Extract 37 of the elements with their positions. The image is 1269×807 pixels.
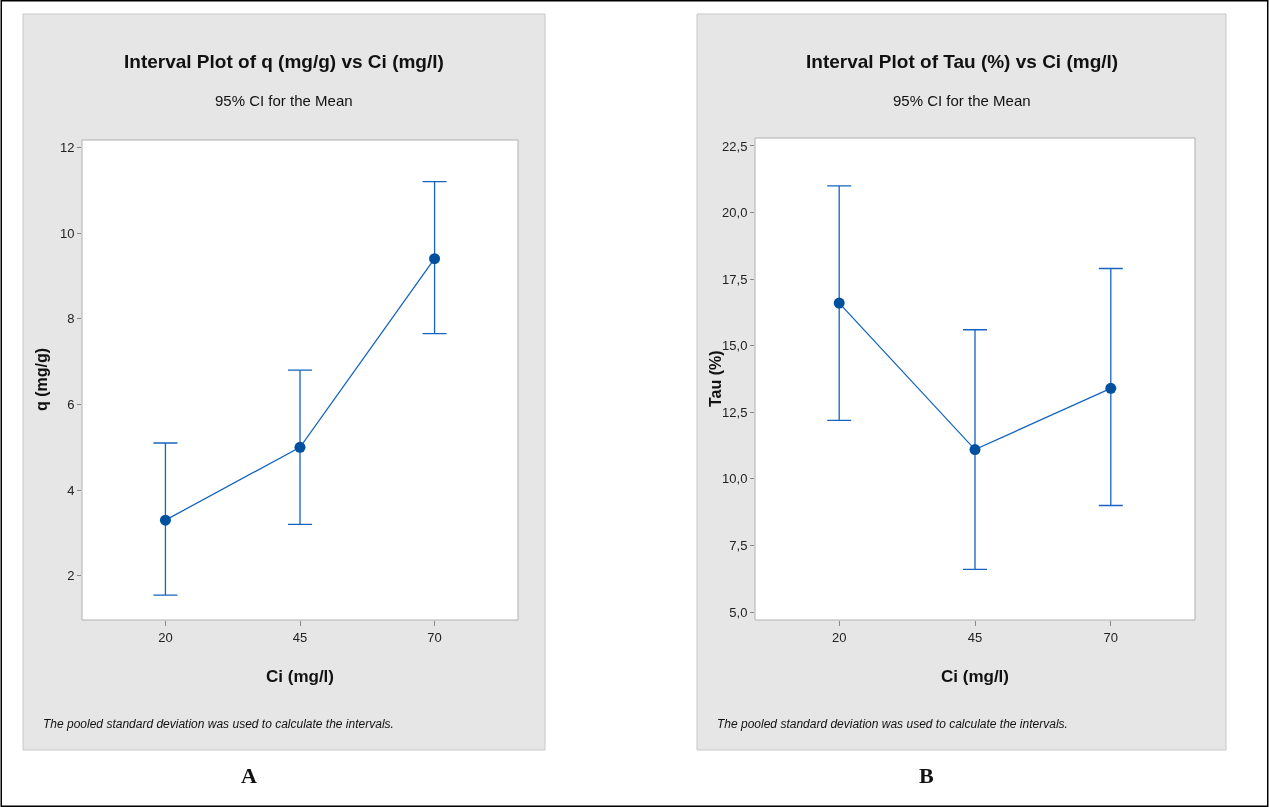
y-tick-label: 22,5 <box>722 138 748 154</box>
text: A <box>241 763 257 788</box>
point <box>159 514 171 526</box>
point <box>294 441 306 453</box>
point <box>1105 382 1117 394</box>
x-tick-label: 70 <box>1103 629 1119 645</box>
x-axis-title: Ci (mg/l) <box>941 667 1009 686</box>
x-axis-title: Ci (mg/l) <box>266 667 334 686</box>
y-tick-label: 12,5 <box>722 404 748 420</box>
point <box>969 444 981 456</box>
y-tick-label: 10 <box>59 225 75 241</box>
x-tick-label: 20 <box>158 629 173 645</box>
y-tick-label: 10,0 <box>722 471 748 487</box>
y-tick-label: 6 <box>67 396 75 412</box>
chart-title: Interval Plot of q (mg/g) vs Ci (mg/l) <box>124 51 444 72</box>
y-tick-label: 8 <box>67 311 75 327</box>
chart-subtitle: 95% CI for the Mean <box>893 92 1031 109</box>
chart-subtitle: 95% CI for the Mean <box>215 92 353 109</box>
y-axis-title: Tau (%) <box>707 350 724 407</box>
chart-title: Interval Plot of Tau (%) vs Ci (mg/l) <box>806 51 1119 72</box>
y-tick-label: 20,0 <box>722 205 748 221</box>
text: The pooled standard deviation was used to calculate the intervals. <box>43 717 394 731</box>
x-tick-label: 20 <box>831 629 847 645</box>
y-tick-label: 5,0 <box>729 604 748 620</box>
text: The pooled standard deviation was used to calculate the intervals. <box>717 717 1068 731</box>
text: B <box>919 763 934 788</box>
y-axis-title: q (mg/g) <box>33 347 50 411</box>
y-tick-label: 17,5 <box>722 271 748 287</box>
y-tick-label: 7,5 <box>729 537 748 553</box>
point <box>429 253 441 265</box>
y-tick-label: 2 <box>67 568 75 584</box>
x-tick-label: 45 <box>292 629 308 645</box>
y-tick-label: 4 <box>67 482 75 498</box>
x-tick-label: 45 <box>967 629 983 645</box>
point <box>833 297 845 309</box>
x-tick-label: 70 <box>427 629 442 645</box>
y-tick-label: 12 <box>59 139 75 155</box>
